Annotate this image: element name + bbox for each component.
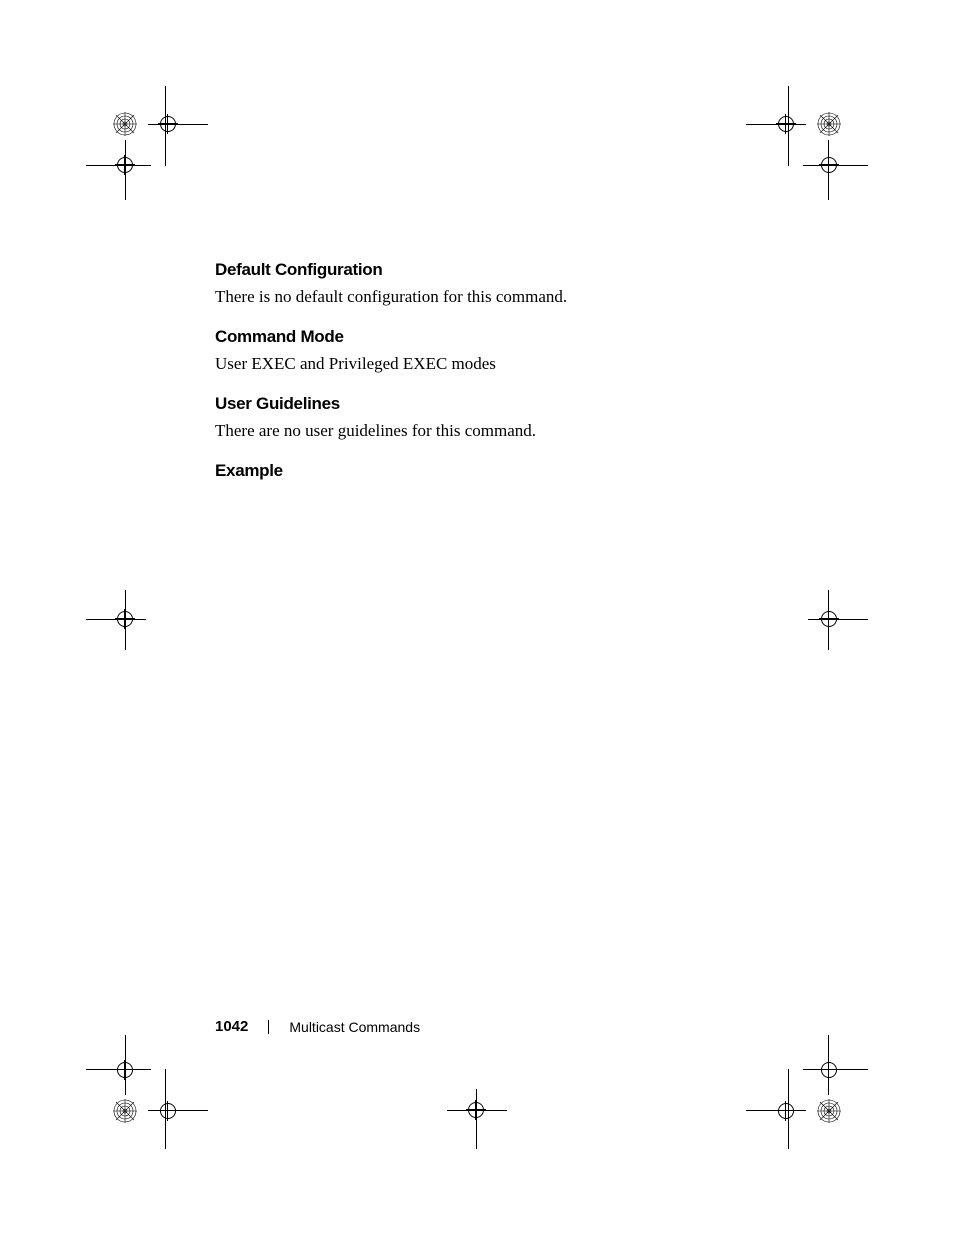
page-footer: 1042 Multicast Commands (215, 1018, 420, 1035)
crop-mark-bottom-center (447, 1079, 507, 1149)
text-command-mode: User EXEC and Privileged EXEC modes (215, 353, 755, 376)
text-default-configuration: There is no default configuration for th… (215, 286, 755, 309)
registration-rosette-icon (817, 112, 841, 136)
crop-mark-bottom-right (734, 1015, 954, 1235)
heading-user-guidelines: User Guidelines (215, 394, 755, 414)
registration-rosette-icon (817, 1099, 841, 1123)
registration-rosette-icon (113, 112, 137, 136)
footer-section-title: Multicast Commands (289, 1019, 420, 1035)
crop-mark-bottom-left (0, 1015, 220, 1235)
footer-divider (268, 1020, 269, 1034)
heading-example: Example (215, 461, 755, 481)
registration-rosette-icon (113, 1099, 137, 1123)
crop-mark-mid-right (798, 590, 868, 650)
content-area: Default Configuration There is no defaul… (215, 260, 755, 487)
page: Default Configuration There is no defaul… (0, 0, 954, 1235)
crop-mark-top-right (734, 0, 954, 220)
crop-mark-top-left (0, 0, 220, 220)
heading-default-configuration: Default Configuration (215, 260, 755, 280)
crop-mark-mid-left (86, 590, 156, 650)
page-number: 1042 (215, 1018, 248, 1035)
heading-command-mode: Command Mode (215, 327, 755, 347)
text-user-guidelines: There are no user guidelines for this co… (215, 420, 755, 443)
